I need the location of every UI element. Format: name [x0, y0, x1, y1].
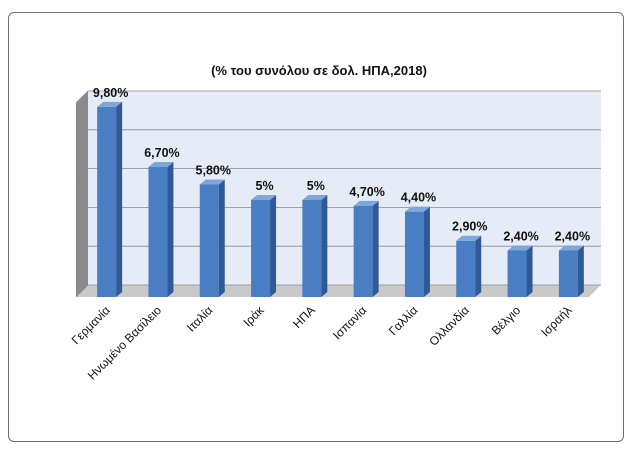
- bar-front: [199, 184, 219, 297]
- data-label: 5%: [307, 179, 325, 193]
- bar-0: [97, 101, 123, 297]
- bar-front: [558, 250, 578, 297]
- category-label: Ισραήλ: [538, 303, 574, 339]
- bar-side: [270, 195, 277, 297]
- data-label: 2,90%: [452, 220, 487, 234]
- data-label: 2,40%: [555, 229, 590, 243]
- data-label: 4,70%: [349, 185, 384, 199]
- data-label: 9,80%: [93, 86, 128, 100]
- category-label: Ιταλία: [184, 303, 215, 334]
- data-label: 2,40%: [503, 229, 538, 243]
- bar-top: [404, 206, 430, 212]
- category-label: Γερμανία: [69, 303, 113, 347]
- bar-front: [148, 167, 168, 297]
- bar-7: [456, 235, 482, 297]
- category-label: Ιράκ: [240, 303, 267, 330]
- data-label: 6,70%: [144, 146, 179, 160]
- bar-3: [251, 195, 277, 297]
- bar-top: [97, 101, 123, 107]
- data-labels: 9,80% 6,70% 5,80% 5% 5% 4,70% 4,40% 2,90% 2,40% 2…: [93, 86, 590, 244]
- chart-frame: 9,80% 6,70% 5,80% 5% 5% 4,70% 4,40% 2,90% 2,40% 2…: [8, 12, 624, 442]
- bar-side: [372, 200, 379, 297]
- bar-2: [199, 179, 225, 297]
- side-wall: [76, 91, 88, 297]
- gridline-side: [75, 284, 89, 298]
- bar-side: [116, 101, 123, 297]
- gridlines: [75, 90, 601, 298]
- bar-side: [423, 206, 430, 297]
- bar-1: [148, 162, 174, 297]
- gridline-side: [75, 245, 89, 259]
- bar-side: [218, 179, 225, 297]
- bar-4: [302, 195, 328, 297]
- data-label: 4,40%: [401, 191, 436, 205]
- bar-top: [558, 245, 584, 251]
- bar-top: [507, 245, 533, 251]
- bar-chart: 9,80% 6,70% 5,80% 5% 5% 4,70% 4,40% 2,90% 2,40% 2…: [69, 63, 601, 383]
- bar-front: [97, 106, 117, 297]
- data-label: 5%: [256, 179, 274, 193]
- bar-side: [526, 245, 533, 297]
- gridline-side: [75, 90, 89, 104]
- bar-top: [353, 200, 379, 206]
- category-label: Ολλανδία: [426, 303, 472, 349]
- bar-top: [199, 179, 225, 185]
- bar-side: [167, 162, 174, 297]
- bar-top: [251, 195, 277, 200]
- bar-top: [302, 195, 328, 200]
- bar-front: [302, 200, 322, 297]
- gridline-side: [75, 168, 89, 181]
- gridline-side: [75, 129, 89, 143]
- bar-front: [251, 200, 271, 297]
- bar-front: [507, 250, 527, 297]
- bar-front: [353, 205, 373, 297]
- category-label: Ισπανία: [330, 303, 369, 342]
- bar-top: [148, 162, 174, 168]
- bar-top: [456, 235, 482, 241]
- category-label: Γαλλία: [386, 303, 421, 338]
- bar-5: [353, 200, 379, 297]
- bar-side: [321, 195, 328, 297]
- category-label: Βέλγιο: [489, 303, 524, 338]
- bar-8: [507, 245, 533, 297]
- bar-side: [475, 235, 482, 297]
- gridline-side: [75, 207, 89, 220]
- bar-front: [456, 240, 476, 297]
- bar-front: [404, 211, 424, 297]
- bar-9: [558, 245, 584, 297]
- bar-side: [577, 245, 584, 297]
- bar-6: [404, 206, 430, 297]
- data-label: 5,80%: [196, 163, 231, 177]
- bars: [97, 101, 584, 297]
- category-label: ΗΠΑ: [290, 303, 318, 331]
- chart-title: (% του συνόλου σε δολ. ΗΠΑ,2018): [211, 63, 427, 78]
